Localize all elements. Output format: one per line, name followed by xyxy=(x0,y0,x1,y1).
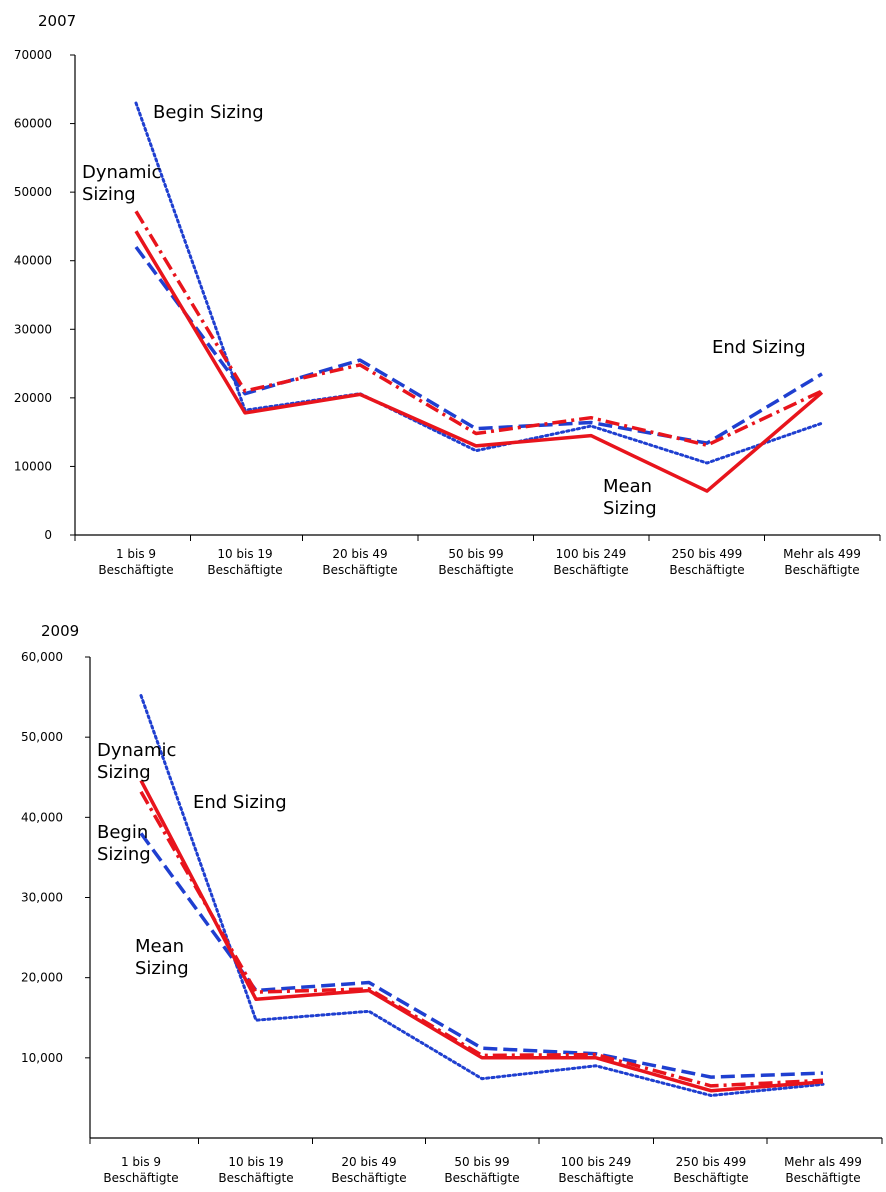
series-line-begin xyxy=(134,101,824,465)
y-tick-label: 0 xyxy=(44,528,52,542)
y-tick-label: 30000 xyxy=(14,322,52,336)
chart-year-title: 2009 xyxy=(41,622,79,640)
x-tick-label: 10 bis 19 Beschäftigte xyxy=(218,1155,293,1185)
x-tick-label: 100 bis 249 Beschäftigte xyxy=(553,547,628,577)
y-tick-label: 30,000 xyxy=(21,891,63,905)
x-tick-label: 20 bis 49 Beschäftigte xyxy=(331,1155,406,1185)
x-tick-label: 250 bis 499 Beschäftigte xyxy=(673,1155,748,1185)
y-tick-label: 60000 xyxy=(14,117,52,131)
series-line-end xyxy=(134,245,823,445)
x-tick-label: 1 bis 9 Beschäftigte xyxy=(98,547,173,577)
series-annotation: Mean Sizing xyxy=(603,476,657,519)
y-tick-label: 20,000 xyxy=(21,971,63,985)
chart-0: 2007 0 10000 20000 30000 40000 50000 60000 70000… xyxy=(14,12,881,577)
y-tick-label: 20000 xyxy=(14,391,52,405)
series-line-mean xyxy=(134,230,824,493)
series-annotation: Dynamic Sizing xyxy=(97,740,176,783)
x-tick-label: 1 bis 9 Beschäftigte xyxy=(103,1155,178,1185)
series-line-end xyxy=(139,832,824,1079)
x-tick-label: Mehr als 499 Beschäftigte xyxy=(783,547,861,577)
y-tick-label: 50000 xyxy=(14,185,52,199)
series-line-begin xyxy=(139,694,825,1097)
y-tick-label: 70000 xyxy=(14,48,52,62)
y-tick-label: 60,000 xyxy=(21,650,63,664)
series-line-mean xyxy=(139,779,824,1093)
series-annotation: End Sizing xyxy=(193,792,287,813)
y-tick-label: 50,000 xyxy=(21,730,63,744)
x-tick-label: Mehr als 499 Beschäftigte xyxy=(784,1155,862,1185)
series-annotation: Begin Sizing xyxy=(97,822,151,865)
series-annotation: Begin Sizing xyxy=(153,102,264,123)
x-tick-label: 10 bis 19 Beschäftigte xyxy=(207,547,282,577)
x-tick-label: 250 bis 499 Beschäftigte xyxy=(669,547,744,577)
x-tick-label: 20 bis 49 Beschäftigte xyxy=(322,547,397,577)
series-annotation: Mean Sizing xyxy=(135,936,189,979)
series-line-dynamic xyxy=(134,210,823,447)
x-tick-label: 50 bis 99 Beschäftigte xyxy=(438,547,513,577)
chart-year-title: 2007 xyxy=(38,12,76,30)
x-tick-label: 50 bis 99 Beschäftigte xyxy=(444,1155,519,1185)
y-tick-label: 10,000 xyxy=(21,1051,63,1065)
series-annotation: Dynamic Sizing xyxy=(82,162,161,205)
series-annotation: End Sizing xyxy=(712,337,806,358)
y-tick-label: 10000 xyxy=(14,459,52,473)
chart-1: 2009 10,000 20,000 30,000 40,000 50,000 60,000… xyxy=(21,622,883,1185)
y-tick-label: 40,000 xyxy=(21,810,63,824)
x-tick-label: 100 bis 249 Beschäftigte xyxy=(558,1155,633,1185)
series-line-dynamic xyxy=(139,790,824,1088)
y-tick-label: 40000 xyxy=(14,254,52,268)
